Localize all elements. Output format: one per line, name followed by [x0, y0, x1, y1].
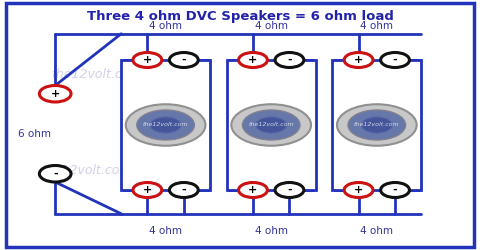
Circle shape [133, 182, 162, 198]
Circle shape [137, 110, 194, 140]
Text: 6 ohm: 6 ohm [18, 129, 51, 139]
Bar [227, 60, 316, 190]
Text: -: - [53, 169, 58, 179]
Text: 4 ohm: 4 ohm [360, 21, 393, 31]
Circle shape [169, 182, 198, 198]
Circle shape [133, 52, 162, 68]
Text: the12volt.com: the12volt.com [354, 122, 400, 128]
Circle shape [239, 52, 267, 68]
Text: the12volt.com: the12volt.com [248, 122, 294, 128]
Text: +: + [143, 185, 152, 195]
Circle shape [39, 166, 71, 182]
Text: 4 ohm: 4 ohm [360, 226, 393, 236]
Text: 4 ohm: 4 ohm [149, 226, 182, 236]
Circle shape [381, 182, 409, 198]
Circle shape [239, 182, 267, 198]
Text: -: - [287, 55, 292, 65]
Circle shape [256, 117, 287, 133]
Circle shape [348, 110, 406, 140]
Text: +: + [248, 55, 258, 65]
Text: 4 ohm: 4 ohm [255, 226, 288, 236]
Text: -: - [287, 185, 292, 195]
Circle shape [169, 52, 198, 68]
Circle shape [150, 117, 181, 133]
Text: +: + [354, 55, 363, 65]
Circle shape [361, 117, 392, 133]
Circle shape [39, 86, 71, 102]
Circle shape [242, 110, 300, 140]
Text: -: - [393, 55, 397, 65]
Text: 4 ohm: 4 ohm [255, 21, 288, 31]
Text: -: - [393, 185, 397, 195]
Circle shape [344, 182, 373, 198]
Circle shape [381, 52, 409, 68]
Circle shape [126, 104, 205, 146]
Text: the12volt.com: the12volt.com [51, 68, 141, 82]
Text: -: - [181, 185, 186, 195]
Circle shape [337, 104, 417, 146]
Text: the12volt.com: the12volt.com [41, 164, 132, 176]
Text: +: + [50, 89, 60, 99]
Text: +: + [143, 55, 152, 65]
Circle shape [275, 182, 304, 198]
Bar [332, 60, 421, 190]
Circle shape [231, 104, 311, 146]
Text: -: - [181, 55, 186, 65]
Circle shape [344, 52, 373, 68]
Text: +: + [354, 185, 363, 195]
Bar [121, 60, 210, 190]
Text: 4 ohm: 4 ohm [149, 21, 182, 31]
Text: +: + [248, 185, 258, 195]
Circle shape [275, 52, 304, 68]
Text: Three 4 ohm DVC Speakers = 6 ohm load: Three 4 ohm DVC Speakers = 6 ohm load [86, 10, 394, 23]
Text: the12volt.com: the12volt.com [143, 122, 189, 128]
